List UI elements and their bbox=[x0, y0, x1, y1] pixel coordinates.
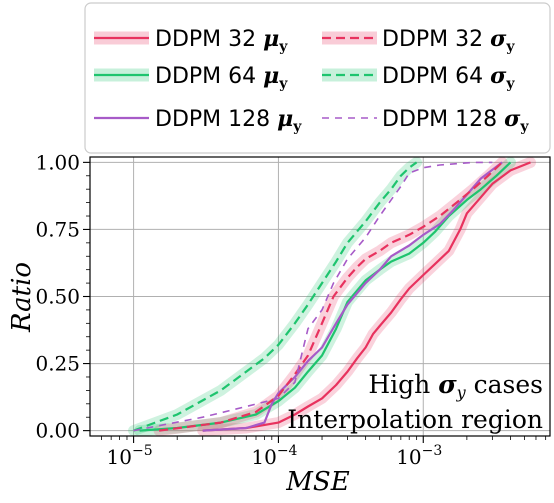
y-tick-label: 0.75 bbox=[35, 217, 80, 241]
x-tick-exponent: −5 bbox=[132, 443, 153, 459]
series-line bbox=[202, 161, 503, 432]
legend-subscript: y bbox=[292, 119, 302, 135]
legend-label-main: DDPM 128 bbox=[155, 107, 277, 132]
x-tick-base: 10 bbox=[251, 445, 276, 469]
legend-label: DDPM 64 μy bbox=[155, 63, 288, 92]
legend-subscript: y bbox=[505, 76, 515, 92]
series-line bbox=[202, 161, 531, 432]
annotation-text: cases bbox=[466, 370, 543, 399]
legend-label-main: DDPM 64 bbox=[382, 64, 490, 89]
legend-label: DDPM 64 σy bbox=[382, 63, 515, 92]
plot-area: 10−5 10−4 10−3 0.000.250.500.751.00 High σ… bbox=[35, 150, 551, 469]
legend-label-main: DDPM 128 bbox=[382, 107, 504, 132]
legend-symbol: σ bbox=[504, 106, 521, 132]
annotation-line-1: High σy cases bbox=[368, 370, 543, 402]
series-line bbox=[133, 161, 418, 432]
x-tick-exponent: −3 bbox=[422, 443, 443, 459]
y-tick-label: 1.00 bbox=[35, 150, 80, 174]
legend-entry: DDPM 128 μy bbox=[94, 106, 302, 135]
legend-entry: DDPM 32 σy bbox=[322, 26, 515, 55]
legend-entry: DDPM 128 σy bbox=[322, 106, 529, 135]
series-lines bbox=[133, 161, 531, 432]
x-axis-label: MSE bbox=[285, 467, 349, 497]
legend-symbol: σ bbox=[490, 26, 507, 52]
x-tick-label: 10−4 bbox=[251, 443, 297, 469]
legend-entry: DDPM 64 σy bbox=[322, 63, 515, 92]
x-tick-label: 10−5 bbox=[107, 443, 153, 469]
legend-entry: DDPM 64 μy bbox=[94, 63, 288, 92]
series-line bbox=[158, 161, 503, 432]
x-tick-base: 10 bbox=[107, 445, 132, 469]
legend-symbol: μ bbox=[277, 106, 293, 132]
series-line bbox=[139, 161, 512, 432]
legend-label: DDPM 128 μy bbox=[155, 106, 302, 135]
legend-label-main: DDPM 64 bbox=[155, 64, 263, 89]
legend-label: DDPM 32 μy bbox=[155, 26, 288, 55]
legend-subscript: y bbox=[505, 39, 515, 55]
legend-symbol: μ bbox=[263, 63, 279, 89]
legend-label-main: DDPM 32 bbox=[382, 27, 490, 52]
legend-label: DDPM 32 σy bbox=[382, 26, 515, 55]
annotation-subscript: y bbox=[456, 383, 467, 402]
y-tick-label: 0.50 bbox=[35, 285, 80, 309]
series-line bbox=[133, 161, 493, 432]
y-axis-ticks: 0.00 0.25 0.50 0.75 1.00 bbox=[35, 150, 90, 443]
annotation-symbol: σ bbox=[438, 370, 457, 399]
annotation-text: High bbox=[368, 370, 438, 399]
y-axis-label: Ratio bbox=[7, 262, 37, 333]
legend-symbol: σ bbox=[490, 63, 507, 89]
legend-subscript: y bbox=[519, 119, 529, 135]
legend-entry: DDPM 32 μy bbox=[94, 26, 288, 55]
legend-subscript: y bbox=[278, 76, 288, 92]
x-axis-ticks: 10−5 10−4 10−3 bbox=[101, 436, 547, 469]
x-tick-base: 10 bbox=[396, 445, 421, 469]
legend-label-main: DDPM 32 bbox=[155, 27, 263, 52]
y-tick-label: 0.25 bbox=[35, 352, 80, 376]
legend-label: DDPM 128 σy bbox=[382, 106, 529, 135]
annotation: High σy cases Interpolation region bbox=[287, 370, 543, 434]
legend-subscript: y bbox=[278, 39, 288, 55]
legend-box bbox=[84, 2, 551, 154]
x-tick-label: 10−3 bbox=[396, 443, 442, 469]
x-tick-exponent: −4 bbox=[277, 443, 298, 459]
y-tick-label: 0.00 bbox=[35, 419, 80, 443]
legend-symbol: μ bbox=[263, 26, 279, 52]
annotation-line-2: Interpolation region bbox=[287, 405, 543, 434]
